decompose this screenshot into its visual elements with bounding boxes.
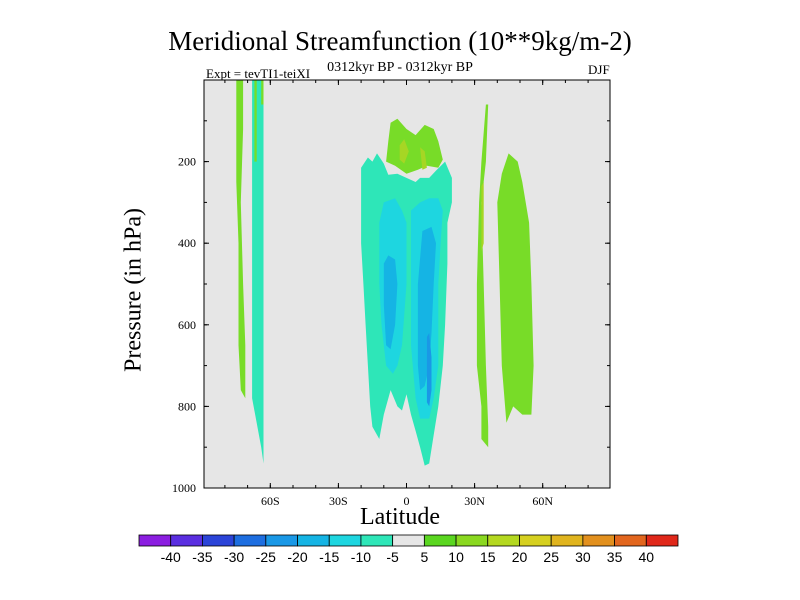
colorbar-swatch bbox=[550, 534, 584, 547]
region-upper-positive-core-2 bbox=[420, 147, 427, 170]
colorbar-label: -40 bbox=[161, 549, 181, 565]
colorbar-swatch bbox=[519, 534, 552, 547]
region-tropical-deep-core bbox=[426, 333, 432, 407]
colorbar-swatch bbox=[233, 534, 267, 547]
colorbar-swatch bbox=[423, 534, 457, 547]
x-tick-label: 30S bbox=[329, 494, 348, 508]
colorbar-swatch bbox=[360, 534, 394, 547]
colorbar-swatch bbox=[455, 534, 489, 547]
x-tick-label: 30N bbox=[464, 494, 485, 508]
colorbar-swatch bbox=[202, 534, 235, 547]
region-sh-negative-band bbox=[252, 80, 264, 464]
colorbar-label: 30 bbox=[575, 549, 591, 565]
season-label: DJF bbox=[588, 62, 610, 77]
region-nh-thin-positive bbox=[476, 104, 489, 448]
colorbar-swatch bbox=[392, 534, 425, 547]
colorbar-label: -15 bbox=[319, 549, 339, 565]
contour-regions bbox=[236, 80, 534, 466]
region-sh-band-core-2 bbox=[261, 80, 264, 105]
colorbar-label: -10 bbox=[351, 549, 371, 565]
colorbar-swatch bbox=[487, 534, 520, 547]
region-upper-positive-core bbox=[399, 139, 409, 164]
colorbar-label: 5 bbox=[421, 549, 429, 565]
x-tick-label: 60N bbox=[532, 494, 553, 508]
chart-title: Meridional Streamfunction (10**9kg/m-2) bbox=[168, 26, 632, 56]
y-tick-label: 800 bbox=[178, 399, 196, 413]
colorbar-label: 20 bbox=[512, 549, 528, 565]
colorbar-swatch bbox=[614, 534, 647, 547]
chart-subtitle: 0312kyr BP - 0312kyr BP bbox=[327, 60, 473, 75]
colorbar-label: -5 bbox=[386, 549, 399, 565]
x-axis-label: Latitude bbox=[360, 504, 440, 530]
colorbar-label: -25 bbox=[256, 549, 276, 565]
colorbar-swatch bbox=[297, 534, 330, 547]
experiment-label: Expt = tevTI1-teiXI bbox=[206, 66, 311, 81]
colorbar-swatch bbox=[170, 534, 203, 547]
colorbar-swatch bbox=[582, 534, 615, 547]
y-tick-label: 600 bbox=[178, 318, 196, 332]
colorbar-label: -30 bbox=[224, 549, 244, 565]
region-tropical-center-east bbox=[417, 226, 436, 391]
colorbar-label: 15 bbox=[480, 549, 496, 565]
colorbar-label: 10 bbox=[448, 549, 464, 565]
colorbar-label: 35 bbox=[607, 549, 623, 565]
colorbar: -40 -35 -30 -25 -20 -15 -10 -5 5 10 15 20 25 30 35 40 bbox=[138, 534, 679, 565]
colorbar-swatch bbox=[138, 534, 172, 547]
axis-ticks: 60S 30S 0 30N 60N 200 400 600 800 1000 bbox=[172, 80, 610, 508]
y-tick-label: 1000 bbox=[172, 481, 196, 495]
colorbar-label: -35 bbox=[192, 549, 212, 565]
y-tick-label: 200 bbox=[178, 155, 196, 169]
region-sh-band-core-1 bbox=[254, 80, 257, 162]
x-tick-label: 0 bbox=[404, 494, 410, 508]
x-tick-label: 60S bbox=[261, 494, 280, 508]
region-tropical-center-west bbox=[383, 255, 398, 350]
colorbar-swatch bbox=[328, 534, 362, 547]
colorbar-label: -20 bbox=[287, 549, 307, 565]
y-tick-label: 400 bbox=[178, 236, 196, 250]
region-nh-thin-core bbox=[481, 182, 484, 252]
colorbar-label: 40 bbox=[639, 549, 655, 565]
region-sh-positive-band bbox=[236, 80, 246, 399]
colorbar-label: 25 bbox=[543, 549, 559, 565]
colorbar-swatch bbox=[645, 534, 679, 547]
region-nh-positive-cell bbox=[497, 153, 534, 423]
colorbar-swatch bbox=[265, 534, 298, 547]
